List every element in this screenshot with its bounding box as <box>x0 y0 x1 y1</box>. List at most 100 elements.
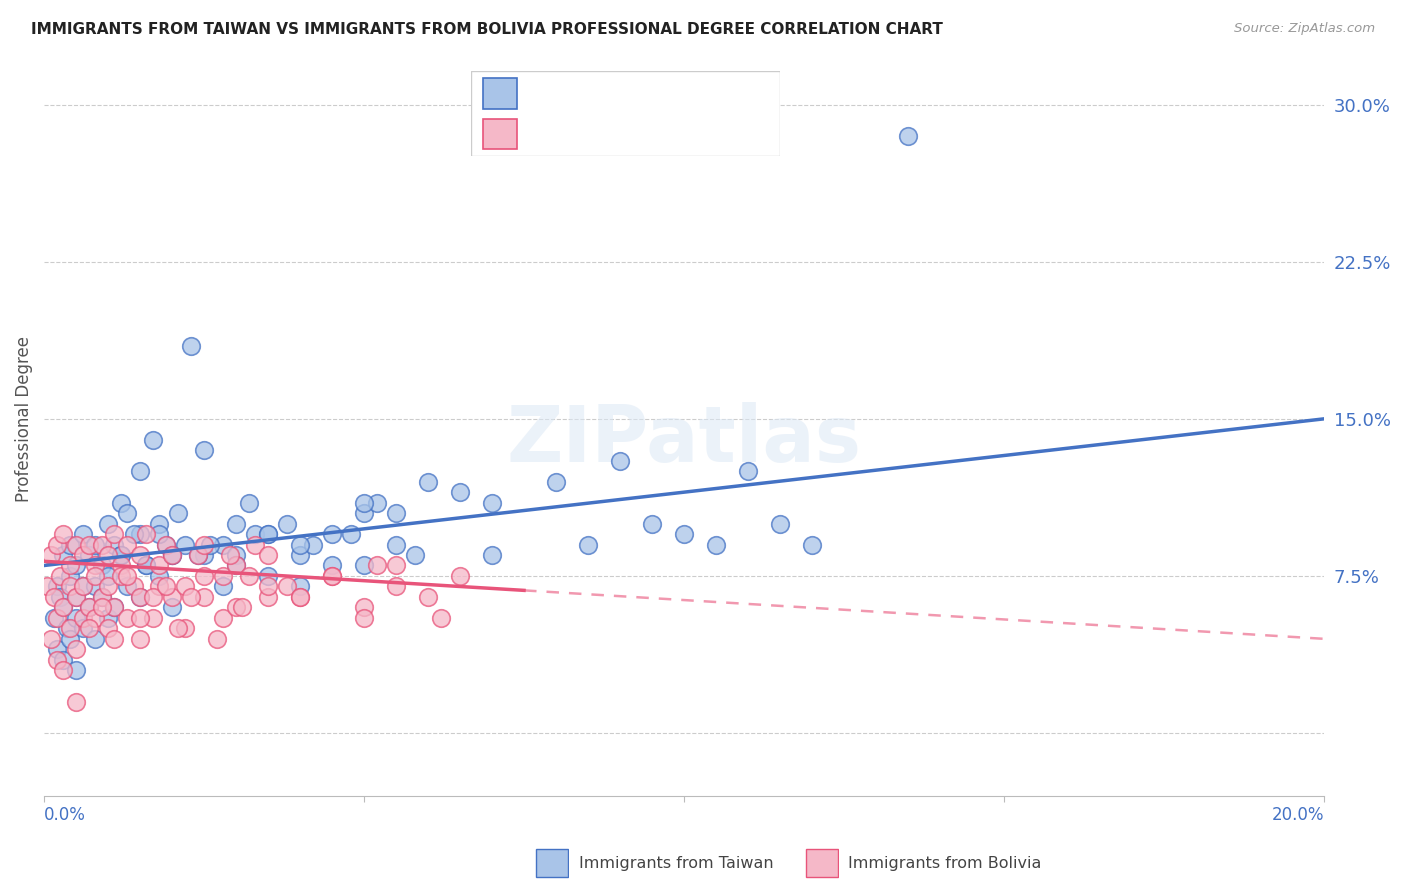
Point <box>59 621 82 635</box>
Point <box>544 475 567 489</box>
Point <box>65 663 87 677</box>
Point <box>160 600 183 615</box>
Point <box>148 579 170 593</box>
Point <box>609 454 631 468</box>
Point <box>257 527 280 541</box>
Point <box>212 569 235 583</box>
Point <box>238 569 260 583</box>
Point <box>122 579 145 593</box>
Point <box>321 527 343 541</box>
Point <box>142 611 165 625</box>
Point <box>129 590 152 604</box>
Point <box>65 695 87 709</box>
Point <box>257 548 280 562</box>
Point <box>52 548 75 562</box>
Point <box>45 642 67 657</box>
Point <box>257 579 280 593</box>
Point <box>180 590 202 604</box>
Point <box>90 537 112 551</box>
Point <box>288 590 311 604</box>
Text: ZIPatlas: ZIPatlas <box>506 401 862 478</box>
Point <box>84 579 107 593</box>
Point <box>42 611 65 625</box>
Point <box>353 558 375 573</box>
Point <box>481 496 503 510</box>
Point <box>416 475 439 489</box>
Point <box>37 579 59 593</box>
Point <box>135 558 157 573</box>
Point <box>45 537 67 551</box>
Point <box>52 600 75 615</box>
Point <box>117 537 139 551</box>
Point <box>65 537 87 551</box>
Point <box>288 579 311 593</box>
Point <box>193 590 215 604</box>
Point <box>77 548 100 562</box>
Point <box>212 579 235 593</box>
Point <box>321 569 343 583</box>
Point <box>39 548 62 562</box>
Point <box>129 590 152 604</box>
Point <box>84 611 107 625</box>
Point <box>193 569 215 583</box>
Y-axis label: Professional Degree: Professional Degree <box>15 336 32 502</box>
Point <box>39 632 62 646</box>
Point <box>52 600 75 615</box>
Point <box>42 590 65 604</box>
Point <box>72 621 94 635</box>
Point <box>65 642 87 657</box>
Point <box>148 516 170 531</box>
Point <box>49 590 72 604</box>
Point <box>238 496 260 510</box>
Point <box>84 569 107 583</box>
Point <box>218 548 240 562</box>
Point <box>77 600 100 615</box>
Point <box>366 496 388 510</box>
Point <box>129 548 152 562</box>
Point <box>225 558 247 573</box>
Point <box>173 621 195 635</box>
Point <box>129 632 152 646</box>
Point <box>103 600 125 615</box>
Point <box>225 600 247 615</box>
Point <box>90 600 112 615</box>
Point <box>897 129 920 144</box>
Point <box>193 548 215 562</box>
Point <box>276 516 298 531</box>
Point <box>353 600 375 615</box>
Point <box>257 527 280 541</box>
Point <box>212 611 235 625</box>
Point <box>72 527 94 541</box>
Point <box>97 569 120 583</box>
Point <box>65 611 87 625</box>
Point <box>801 537 824 551</box>
Point <box>340 527 363 541</box>
Text: R =: R = <box>527 85 562 103</box>
Point <box>129 527 152 541</box>
Point <box>366 558 388 573</box>
Point <box>276 579 298 593</box>
Point <box>160 548 183 562</box>
Text: IMMIGRANTS FROM TAIWAN VS IMMIGRANTS FROM BOLIVIA PROFESSIONAL DEGREE CORRELATIO: IMMIGRANTS FROM TAIWAN VS IMMIGRANTS FRO… <box>31 22 943 37</box>
Point <box>737 464 759 478</box>
Point <box>160 548 183 562</box>
Text: Immigrants from Taiwan: Immigrants from Taiwan <box>579 856 773 871</box>
Point <box>173 537 195 551</box>
Point <box>200 537 222 551</box>
Point <box>59 632 82 646</box>
Point <box>59 558 82 573</box>
Point <box>45 611 67 625</box>
Point <box>385 506 408 520</box>
Point <box>103 632 125 646</box>
Text: -0.180: -0.180 <box>574 125 633 143</box>
Point <box>148 558 170 573</box>
Point <box>225 516 247 531</box>
Text: 0.239: 0.239 <box>574 85 626 103</box>
Point <box>90 590 112 604</box>
Point <box>385 558 408 573</box>
Point <box>257 569 280 583</box>
Point <box>129 464 152 478</box>
Point <box>59 579 82 593</box>
Point <box>77 621 100 635</box>
Point <box>52 663 75 677</box>
